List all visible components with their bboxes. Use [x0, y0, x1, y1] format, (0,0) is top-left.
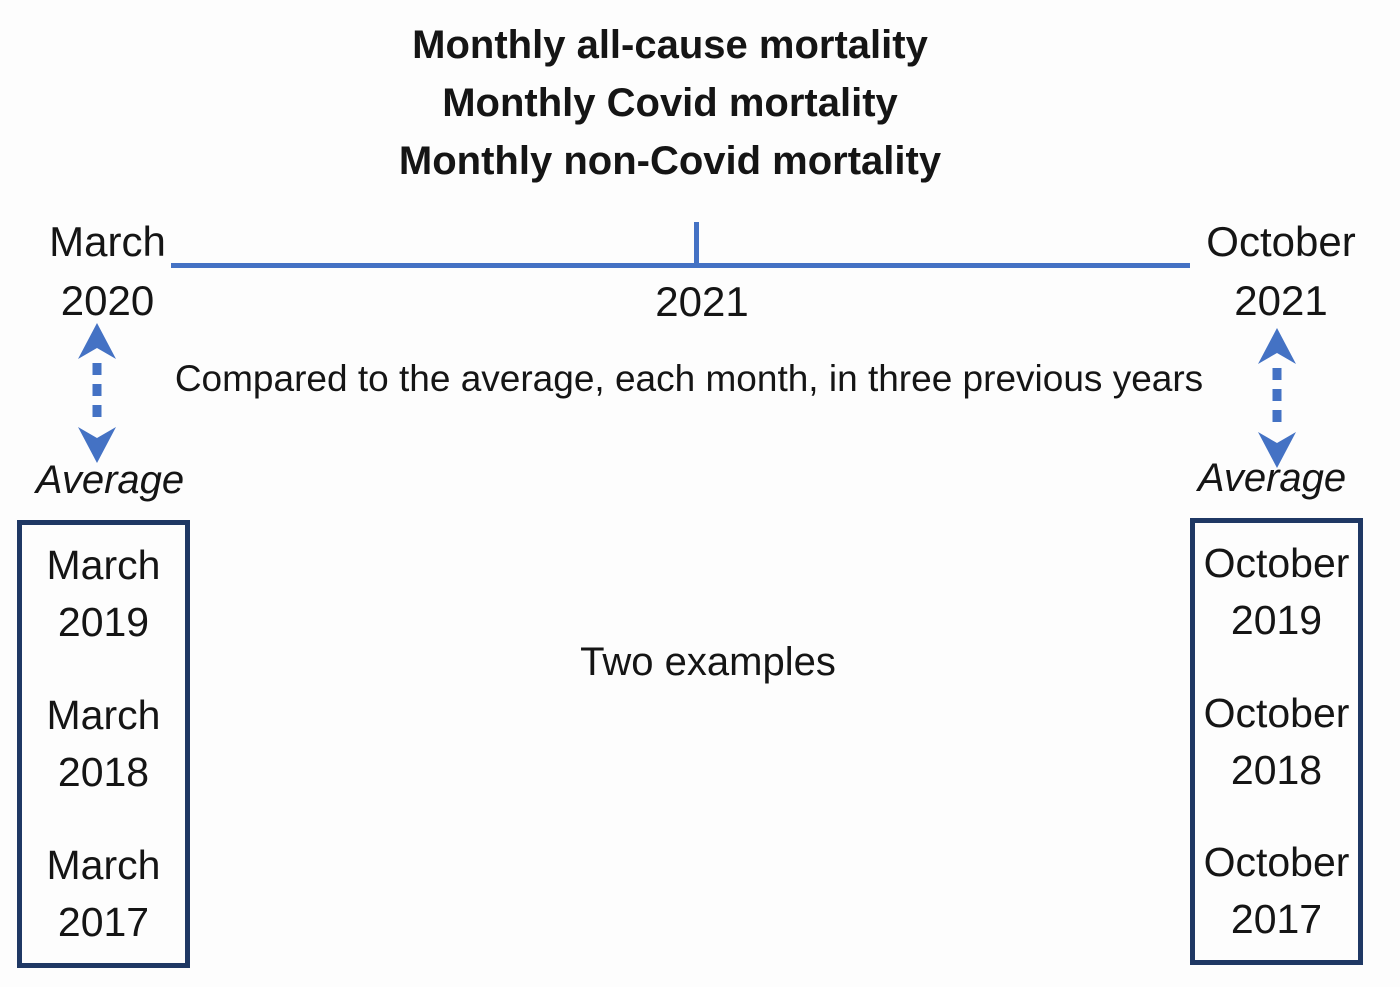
slide-title: Monthly all-cause mortality Monthly Covi… [0, 16, 1340, 190]
box-item: October 2018 [1195, 685, 1358, 799]
previous-years-box-right: October 2019 October 2018 October 2017 [1190, 518, 1363, 965]
box-item: March 2019 [22, 537, 185, 651]
title-line-1: Monthly all-cause mortality [412, 23, 928, 67]
previous-years-box-left: March 2019 March 2018 March 2017 [17, 520, 190, 968]
end-year: 2021 [1234, 277, 1328, 324]
item-month: October [1203, 839, 1350, 885]
timeline-line [171, 263, 1190, 268]
item-month: October [1203, 689, 1350, 736]
timeline-mid-label: 2021 [655, 278, 749, 325]
box-item: October 2019 [1195, 535, 1358, 649]
average-label-right: Average [1197, 456, 1347, 500]
title-line-2: Monthly Covid mortality [442, 81, 898, 125]
two-examples-text: Two examples [580, 640, 836, 684]
average-label-left: Average [35, 458, 185, 502]
item-month: March [46, 842, 161, 888]
end-month: October [1206, 218, 1356, 265]
box-item: October 2017 [1195, 834, 1358, 948]
item-month: October [1203, 540, 1350, 586]
title-line-3: Monthly non-Covid mortality [398, 139, 942, 183]
timeline-end-label: October 2021 [1163, 212, 1399, 330]
item-month: March [46, 692, 161, 738]
timeline-start-label: March 2020 [0, 212, 215, 330]
item-year: 2019 [1230, 597, 1323, 643]
timeline-midpoint-tick [694, 222, 699, 267]
item-month: March [46, 542, 161, 588]
item-year: 2017 [57, 899, 150, 945]
comparison-text: Compared to the average, each month, in … [174, 358, 1204, 399]
box-item: March 2017 [22, 837, 185, 951]
item-year: 2018 [57, 749, 150, 795]
start-year: 2020 [60, 277, 155, 324]
item-year: 2017 [1230, 896, 1323, 942]
double-arrow-icon [78, 323, 116, 463]
item-year: 2019 [57, 599, 150, 645]
start-month: March [49, 218, 166, 265]
item-year: 2018 [1230, 746, 1323, 793]
box-item: March 2018 [22, 687, 185, 801]
double-arrow-icon [1258, 328, 1296, 468]
